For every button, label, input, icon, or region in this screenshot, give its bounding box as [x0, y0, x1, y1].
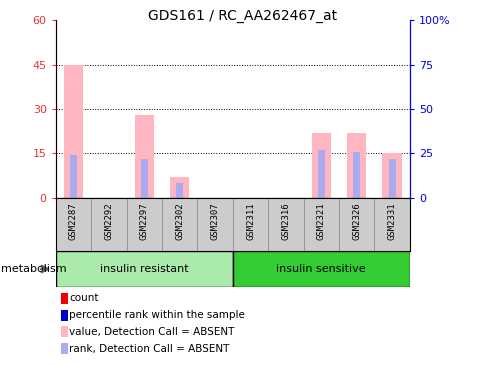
Text: GSM2316: GSM2316: [281, 202, 290, 239]
Text: GSM2321: GSM2321: [316, 202, 325, 239]
Text: GSM2307: GSM2307: [210, 202, 219, 239]
Bar: [126, 198, 162, 251]
Bar: [56, 198, 91, 251]
Bar: [388, 159, 395, 198]
Text: value, Detection Call = ABSENT: value, Detection Call = ABSENT: [69, 327, 234, 337]
Bar: [374, 198, 409, 251]
Bar: [381, 153, 401, 198]
Text: GSM2311: GSM2311: [245, 202, 255, 239]
Bar: [268, 198, 303, 251]
Bar: [352, 152, 360, 198]
Bar: [70, 155, 77, 198]
Text: insulin resistant: insulin resistant: [100, 264, 188, 274]
Bar: [232, 198, 268, 251]
Bar: [169, 177, 189, 198]
Text: count: count: [69, 293, 98, 303]
Text: GSM2302: GSM2302: [175, 202, 184, 239]
Bar: [140, 159, 148, 198]
Text: GSM2297: GSM2297: [139, 202, 149, 239]
Text: GSM2331: GSM2331: [387, 202, 396, 239]
Text: insulin sensitive: insulin sensitive: [276, 264, 365, 274]
Bar: [176, 183, 183, 198]
Text: percentile rank within the sample: percentile rank within the sample: [69, 310, 244, 320]
Bar: [346, 132, 366, 198]
Text: GSM2292: GSM2292: [104, 202, 113, 239]
Bar: [338, 198, 374, 251]
Bar: [232, 251, 409, 287]
Bar: [56, 251, 232, 287]
Bar: [197, 198, 232, 251]
Text: metabolism: metabolism: [1, 264, 66, 274]
Bar: [303, 198, 338, 251]
Bar: [162, 198, 197, 251]
Text: GDS161 / RC_AA262467_at: GDS161 / RC_AA262467_at: [148, 9, 336, 23]
Bar: [317, 150, 324, 198]
Bar: [311, 132, 331, 198]
Bar: [63, 64, 83, 198]
Bar: [134, 115, 154, 198]
Text: rank, Detection Call = ABSENT: rank, Detection Call = ABSENT: [69, 344, 229, 354]
Bar: [91, 198, 126, 251]
Text: GSM2326: GSM2326: [351, 202, 361, 239]
Text: GSM2287: GSM2287: [69, 202, 78, 239]
